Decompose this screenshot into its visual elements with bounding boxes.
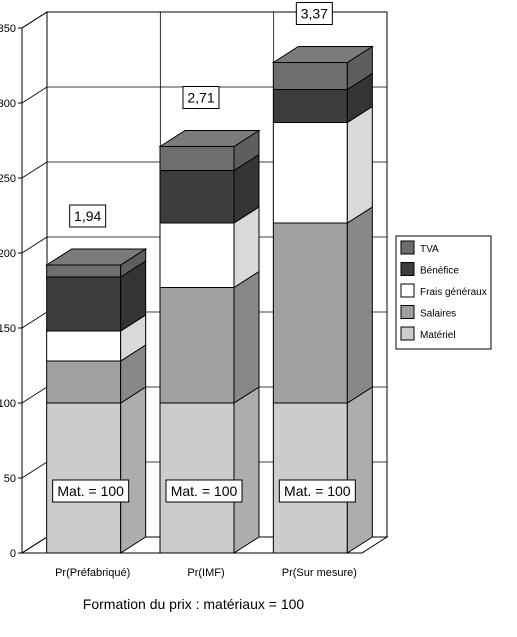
legend-swatch bbox=[400, 326, 415, 341]
ratio-label-box bbox=[69, 204, 107, 228]
bar-front bbox=[159, 287, 235, 404]
base-label-box bbox=[52, 479, 130, 503]
category-label: Pr(Préfabriqué) bbox=[55, 567, 130, 579]
gridline-side bbox=[21, 11, 48, 29]
gridline-side bbox=[21, 536, 48, 554]
ratio-label: 3,37 bbox=[301, 6, 328, 22]
bar-front bbox=[159, 402, 235, 554]
legend-label: Salaires bbox=[420, 309, 456, 320]
legend-swatch bbox=[400, 262, 415, 276]
ratio-label-box bbox=[295, 2, 333, 25]
legend-label: Bénéfice bbox=[420, 266, 459, 277]
gridline-side bbox=[21, 311, 48, 329]
bar-side bbox=[233, 386, 260, 554]
gridline-side bbox=[21, 461, 48, 479]
bar-segment bbox=[46, 314, 147, 362]
bar-segment bbox=[272, 206, 373, 404]
y-tick-label: 150 bbox=[0, 323, 16, 335]
bar-side bbox=[346, 105, 373, 224]
y-tick-label: 100 bbox=[0, 398, 16, 410]
gridline-side bbox=[21, 86, 48, 104]
y-tick-label: 300 bbox=[0, 98, 16, 110]
legend-label: TVA bbox=[420, 244, 439, 255]
ratio-label-box bbox=[182, 86, 220, 109]
bar-segment bbox=[159, 386, 260, 554]
bar-segment bbox=[159, 153, 260, 224]
bar-segment bbox=[46, 386, 147, 554]
bar-front bbox=[46, 264, 122, 278]
y-tick-label: 250 bbox=[0, 173, 16, 185]
chart-caption: Formation du prix : matériaux = 100 bbox=[82, 596, 305, 612]
bar-segment bbox=[271, 45, 375, 91]
bar-segment bbox=[272, 105, 373, 224]
gridline-side bbox=[21, 386, 48, 404]
base-label-box bbox=[278, 479, 356, 503]
bar-segment bbox=[46, 344, 147, 404]
bars bbox=[44, 45, 375, 554]
gridline-side bbox=[21, 236, 48, 254]
bar-side bbox=[120, 386, 147, 554]
bar-front bbox=[159, 146, 235, 171]
legend-swatch bbox=[400, 240, 415, 255]
bar-front bbox=[159, 222, 235, 288]
bar-front bbox=[46, 276, 122, 332]
bar-segment bbox=[158, 129, 261, 172]
bar-front bbox=[159, 170, 235, 224]
bar-segment bbox=[159, 270, 260, 404]
category-label: Pr(IMF) bbox=[187, 567, 224, 579]
category-label: Pr(Sur mesure) bbox=[282, 567, 357, 579]
bar-front bbox=[272, 402, 348, 554]
legend-label: Frais généraux bbox=[420, 287, 487, 298]
bar-segment bbox=[44, 248, 148, 278]
bar-front bbox=[272, 122, 348, 224]
bar-side bbox=[233, 270, 260, 404]
bar-top bbox=[158, 130, 261, 147]
ratio-label: 1,94 bbox=[74, 208, 101, 224]
bar-segment bbox=[272, 386, 373, 554]
side-wall bbox=[21, 11, 48, 554]
y-tick-label: 350 bbox=[0, 23, 16, 35]
labels: Mat. = 100 1,94 Pr(Préfabriqué) Mat. = 100 2… bbox=[52, 2, 357, 579]
bar-side bbox=[346, 206, 373, 404]
bar-side bbox=[346, 386, 373, 554]
bar-front bbox=[46, 360, 122, 404]
legend-label: Matériel bbox=[420, 330, 456, 341]
bar-front bbox=[272, 89, 348, 123]
bar-front bbox=[46, 330, 122, 362]
legend: TVA Bénéfice Frais généraux Salaires Matérie… bbox=[395, 235, 492, 350]
ratio-label: 2,71 bbox=[187, 90, 214, 106]
bar-front bbox=[272, 62, 348, 90]
bar-front bbox=[272, 222, 348, 404]
y-tick-label: 200 bbox=[0, 248, 16, 260]
bar-front bbox=[46, 402, 122, 554]
base-label-box bbox=[165, 479, 243, 503]
y-tick-label: 0 bbox=[10, 548, 16, 560]
bar-top bbox=[44, 248, 148, 266]
gridline-side bbox=[21, 161, 48, 179]
legend-swatch bbox=[400, 305, 415, 319]
legend-swatch bbox=[400, 283, 415, 298]
base-label: Mat. = 100 bbox=[284, 483, 351, 499]
base-label: Mat. = 100 bbox=[57, 483, 124, 499]
base-label: Mat. = 100 bbox=[171, 483, 238, 499]
y-tick-label: 50 bbox=[4, 473, 16, 485]
bar-top bbox=[271, 46, 375, 63]
